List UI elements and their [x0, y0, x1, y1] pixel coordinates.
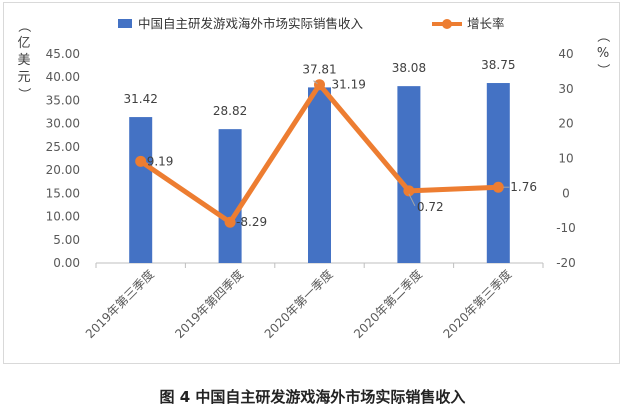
- y-left-title-char: 美: [17, 53, 30, 68]
- bar: [308, 87, 331, 263]
- bar: [218, 129, 242, 263]
- line-value-label: 9.19: [147, 154, 174, 168]
- y-left-title-char: （: [16, 19, 31, 32]
- growth-marker: [403, 185, 415, 197]
- y-right-tick-label: -20: [556, 256, 576, 270]
- label-leader-line: [408, 193, 416, 207]
- y-left-tick-label: 15.00: [46, 186, 80, 200]
- y-left-title-char: ）: [16, 87, 31, 100]
- bar-value-label: 38.08: [392, 61, 426, 75]
- bar-value-label: 37.81: [302, 62, 336, 76]
- y-left-tick-label: 0.00: [53, 256, 80, 270]
- y-left-title-char: 亿: [17, 36, 30, 51]
- y-left-tick-label: 45.00: [46, 47, 80, 61]
- growth-marker: [492, 181, 504, 193]
- y-left-tick-label: 40.00: [46, 70, 80, 84]
- line-value-label: 1.76: [510, 180, 537, 194]
- y-right-tick-label: -10: [556, 221, 576, 235]
- y-right-title-char: ）: [595, 63, 610, 76]
- bar: [486, 83, 510, 264]
- x-category-label: 2020年第一季度: [261, 267, 336, 342]
- bar-value-label: 31.42: [124, 92, 158, 106]
- y-left-tick-label: 5.00: [53, 233, 80, 247]
- x-category-label: 2019年第三季度: [82, 267, 157, 342]
- line-value-label: -8.29: [236, 215, 267, 229]
- y-left-tick-label: 25.00: [46, 140, 80, 154]
- line-value-label: 0.72: [417, 200, 444, 214]
- legend-swatch-bar: [118, 19, 132, 28]
- bar: [129, 117, 153, 263]
- y-right-tick-label: 30: [558, 82, 573, 96]
- y-right-tick-label: 40: [558, 47, 573, 61]
- y-left-tick-label: 30.00: [46, 117, 80, 131]
- y-right-tick-label: 10: [558, 152, 573, 166]
- y-left-tick-label: 35.00: [46, 93, 80, 107]
- legend-label-bar: 中国自主研发游戏海外市场实际销售收入: [138, 16, 364, 31]
- bar: [397, 86, 421, 263]
- line-value-label: 31.19: [332, 78, 366, 92]
- bar-line-chart: 中国自主研发游戏海外市场实际销售收入 增长率 （ 亿美元 ） （% ） 0.00 5.00 10.…: [16, 16, 610, 342]
- bar-value-label: 38.75: [481, 58, 515, 72]
- growth-marker: [224, 216, 236, 228]
- x-category-label: 2020年第二季度: [350, 267, 425, 342]
- bar-value-label: 28.82: [213, 104, 247, 118]
- legend-label-line: 增长率: [467, 16, 505, 31]
- y-right-title-char: （: [595, 29, 610, 42]
- x-category-label: 2019年第四季度: [172, 267, 247, 342]
- x-category-label: 2020年第三季度: [440, 267, 515, 342]
- y-right-tick-label: 20: [558, 117, 573, 131]
- legend-marker-line: [442, 19, 452, 29]
- label-leader-line: [313, 80, 318, 85]
- growth-marker: [135, 155, 147, 167]
- y-left-tick-label: 10.00: [46, 210, 80, 224]
- y-left-title-char: 元: [17, 70, 30, 85]
- y-right-title-char: %: [597, 46, 609, 61]
- figure-caption: 图 4 中国自主研发游戏海外市场实际销售收入: [159, 388, 466, 406]
- chart-frame: [3, 2, 620, 364]
- y-right-tick-label: 0: [562, 186, 570, 200]
- y-left-tick-label: 20.00: [46, 163, 80, 177]
- growth-marker: [314, 79, 325, 91]
